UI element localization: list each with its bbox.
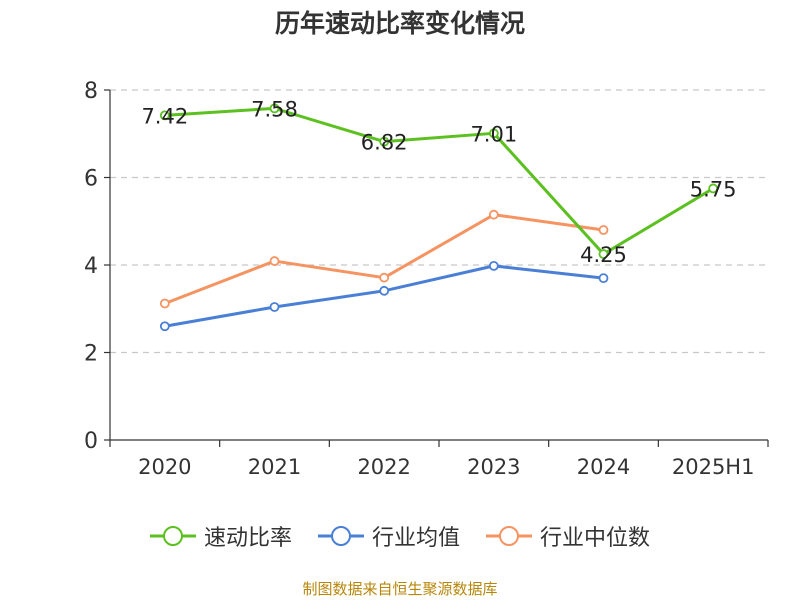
- data-point: [269, 103, 280, 114]
- x-tick-label: 2025H1: [672, 455, 755, 479]
- data-label: 7.58: [251, 97, 298, 121]
- x-tick-label: 2022: [357, 455, 410, 479]
- legend-item[interactable]: 行业均值: [317, 520, 460, 552]
- source-note: 制图数据来自恒生聚源数据库: [302, 580, 498, 598]
- data-label: 5.75: [690, 177, 737, 201]
- data-point: [598, 273, 609, 284]
- data-label: 6.82: [361, 131, 408, 155]
- legend-item[interactable]: 行业中位数: [486, 520, 650, 552]
- y-tick-label: 4: [84, 254, 98, 279]
- series-line-0: [164, 106, 714, 256]
- data-point: [598, 249, 609, 259]
- y-tick-label: 8: [84, 79, 98, 104]
- data-point: [269, 302, 280, 312]
- data-label: 7.42: [141, 104, 188, 128]
- y-tick-label: 2: [84, 342, 98, 367]
- legend-swatch: [149, 526, 196, 546]
- data-point: [159, 110, 170, 121]
- chart-title: 历年速动比率变化情况: [274, 9, 525, 38]
- legend-label: 行业中位数: [540, 526, 651, 551]
- x-tick-label: 2021: [248, 455, 301, 479]
- legend-label: 行业均值: [371, 526, 460, 551]
- data-point: [269, 256, 280, 266]
- legend-item[interactable]: 速动比率: [149, 520, 292, 552]
- legend: 速动比率 行业均值 行业中位数: [0, 520, 800, 552]
- data-point: [708, 183, 719, 194]
- data-point: [379, 136, 390, 147]
- legend-swatch: [317, 526, 364, 546]
- y-tick-label: 0: [84, 429, 98, 454]
- data-point: [159, 321, 170, 332]
- data-point: [488, 209, 499, 220]
- legend-label: 速动比率: [203, 526, 292, 551]
- data-point: [159, 298, 170, 309]
- data-point: [488, 128, 499, 139]
- data-label: 7.01: [470, 122, 517, 146]
- x-tick-label: 2024: [577, 455, 630, 479]
- x-tick-label: 2023: [467, 455, 520, 479]
- data-point: [488, 260, 499, 271]
- y-tick-label: 6: [84, 167, 98, 192]
- data-point: [379, 285, 390, 296]
- data-point: [598, 225, 609, 235]
- data-point: [379, 272, 390, 283]
- x-tick-label: 2020: [138, 455, 191, 479]
- legend-swatch: [486, 526, 532, 546]
- data-label: 4.25: [580, 243, 627, 267]
